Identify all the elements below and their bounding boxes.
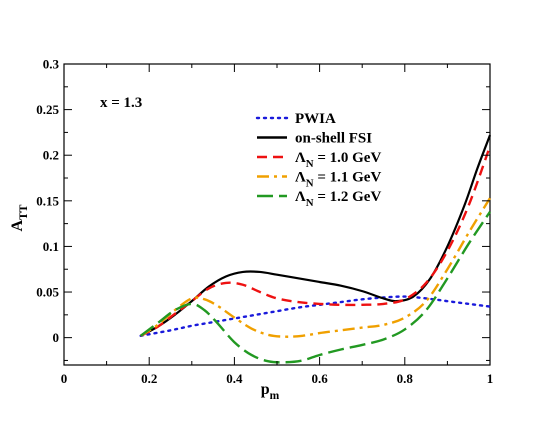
legend-label-4: ΛN = 1.1 GeV [295, 170, 381, 190]
y-tick-label: 0 [53, 330, 60, 345]
x-tick-label: 0.2 [141, 371, 157, 386]
legend-label-3: ΛN = 1.0 GeV [295, 150, 381, 170]
legend-label-1: PWIA [295, 111, 336, 127]
x-tick-label: 0.6 [311, 371, 328, 386]
series-line-3 [140, 145, 492, 337]
y-tick-label: 0.3 [43, 57, 60, 72]
series-line-5 [139, 211, 491, 364]
x-tick-label: 0 [61, 371, 68, 386]
y-tick-label: 0.05 [36, 285, 59, 300]
x-tick-label: 0.8 [397, 371, 414, 386]
legend-label-2: on-shell FSI [295, 131, 372, 147]
y-axis-title: ATT [9, 204, 30, 231]
x-tick-label: 0.4 [226, 371, 243, 386]
y-axis-title-text: ATT [9, 204, 30, 231]
annotation-label: x = 1.3 [100, 95, 142, 111]
y-tick-label: 0.25 [36, 102, 59, 117]
y-tick-label: 0.1 [43, 239, 59, 254]
x-tick-label: 1 [487, 371, 494, 386]
series-line-4 [140, 197, 492, 338]
y-tick-label: 0.2 [43, 148, 59, 163]
legend-label-5: ΛN = 1.2 GeV [295, 189, 381, 209]
x-axis-title: pm [261, 381, 280, 402]
y-tick-label: 0.15 [36, 193, 59, 208]
